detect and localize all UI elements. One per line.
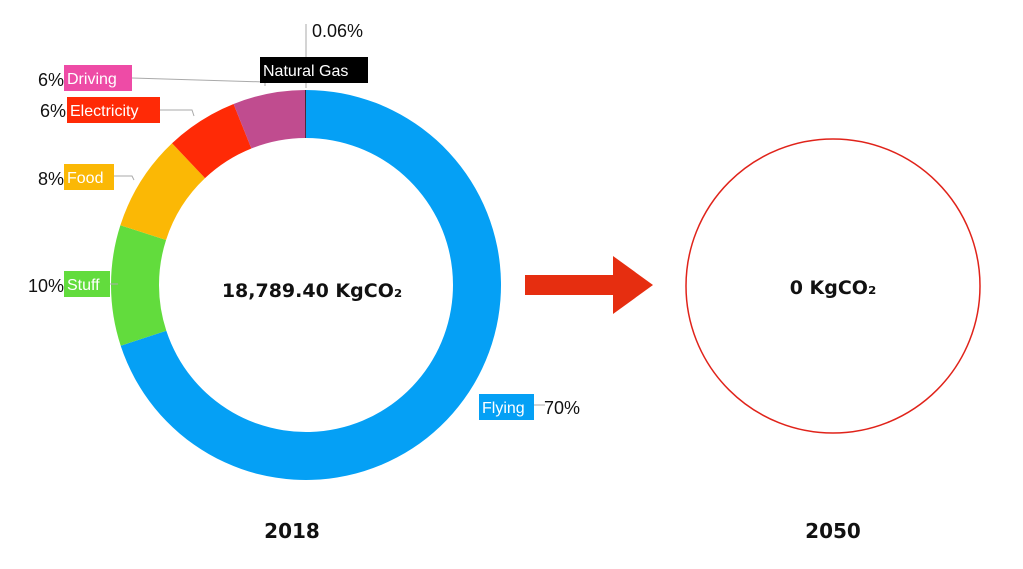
slice-stuff [111, 225, 167, 346]
leader-line-food [114, 175, 135, 181]
center-label-2050: 0 KgCO₂ [790, 277, 877, 299]
year-label-2018: 2018 [264, 519, 320, 543]
tag-bg-flying [479, 394, 534, 420]
donut-2018 [111, 90, 501, 481]
tag-bg-natural-gas [260, 57, 368, 83]
transition-arrow [525, 256, 653, 314]
tag-bg-driving [64, 65, 132, 91]
tag-label-driving: Driving [67, 71, 117, 88]
tag-label-electricity: Electricity [70, 103, 138, 120]
slice-natural-gas [305, 90, 306, 139]
tag-bg-food [64, 164, 114, 190]
tag-label-natural-gas: Natural Gas [263, 63, 348, 80]
percent-label-natural-gas: 0.06% [312, 21, 363, 41]
tag-label-stuff: Stuff [67, 277, 100, 294]
tag-label-food: Food [67, 170, 103, 187]
percent-label-electricity: 6% [40, 101, 66, 121]
arrow-head [613, 256, 653, 314]
leader-line-driving [131, 77, 266, 86]
tag-bg-stuff [64, 271, 110, 297]
percent-label-food: 8% [38, 169, 64, 189]
slice-driving [233, 90, 306, 149]
year-label-2050: 2050 [805, 519, 861, 543]
arrow-shaft [525, 275, 615, 295]
slice-food [120, 143, 206, 240]
slice-electricity [172, 103, 252, 179]
percent-label-stuff: 10% [28, 276, 64, 296]
center-label-2018: 18,789.40 KgCO₂ [222, 280, 402, 302]
tag-label-flying: Flying [482, 400, 525, 417]
donut-labels: Flying 70%Stuff10%Food8%Electricity6%Driv… [28, 21, 580, 420]
leader-line-electricity [160, 109, 195, 117]
percent-label-driving: 6% [38, 70, 64, 90]
empty-circle-2050 [685, 138, 981, 434]
percent-label-flying: 70% [544, 398, 580, 418]
tag-bg-electricity [67, 97, 160, 123]
